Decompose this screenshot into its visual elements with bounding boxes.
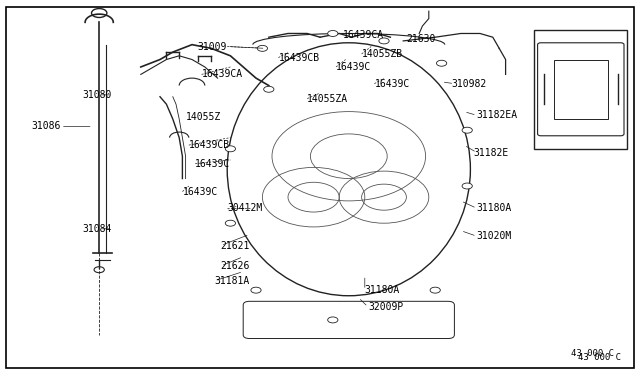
Text: 31020M: 31020M bbox=[477, 231, 512, 241]
Text: 310982: 310982 bbox=[451, 79, 486, 89]
Text: 21626: 21626 bbox=[221, 261, 250, 271]
Text: 32009P: 32009P bbox=[368, 302, 403, 312]
Text: 16439C: 16439C bbox=[195, 159, 230, 169]
Text: 31084: 31084 bbox=[83, 224, 112, 234]
Circle shape bbox=[379, 38, 389, 44]
Text: 16439C: 16439C bbox=[336, 62, 371, 72]
Circle shape bbox=[462, 183, 472, 189]
Circle shape bbox=[257, 45, 268, 51]
Text: 30412M: 30412M bbox=[227, 203, 262, 213]
Circle shape bbox=[264, 86, 274, 92]
Text: 43 000 C: 43 000 C bbox=[578, 353, 621, 362]
Circle shape bbox=[462, 127, 472, 133]
Text: 16439CB: 16439CB bbox=[189, 140, 230, 150]
Circle shape bbox=[436, 60, 447, 66]
Text: 43 000 C: 43 000 C bbox=[572, 349, 614, 358]
Text: 31181A: 31181A bbox=[214, 276, 250, 286]
Bar bbox=[554, 60, 608, 119]
Text: 31182E: 31182E bbox=[474, 148, 509, 157]
Circle shape bbox=[225, 220, 236, 226]
Text: 31009: 31009 bbox=[198, 42, 227, 51]
Text: 31180A: 31180A bbox=[365, 285, 400, 295]
Text: 31036: 31036 bbox=[558, 35, 588, 45]
Circle shape bbox=[328, 31, 338, 36]
Text: 21630: 21630 bbox=[406, 34, 436, 44]
Text: 14055Z: 14055Z bbox=[186, 112, 221, 122]
Text: 16439CB: 16439CB bbox=[278, 53, 319, 62]
Text: 21621: 21621 bbox=[221, 241, 250, 250]
Circle shape bbox=[430, 287, 440, 293]
Bar bbox=[534, 30, 627, 149]
Text: 31080: 31080 bbox=[83, 90, 112, 100]
Text: 14055ZB: 14055ZB bbox=[362, 49, 403, 59]
Circle shape bbox=[251, 287, 261, 293]
Text: 16439C: 16439C bbox=[374, 79, 410, 89]
Text: 16439C: 16439C bbox=[182, 187, 218, 196]
Text: 16439CA: 16439CA bbox=[342, 31, 383, 40]
Text: 16439CA: 16439CA bbox=[202, 70, 243, 79]
Text: 31182EA: 31182EA bbox=[477, 110, 518, 120]
Circle shape bbox=[225, 146, 236, 152]
Text: 14055ZA: 14055ZA bbox=[307, 94, 348, 103]
Text: 31180A: 31180A bbox=[477, 203, 512, 213]
Text: 31086: 31086 bbox=[31, 122, 61, 131]
Circle shape bbox=[328, 317, 338, 323]
